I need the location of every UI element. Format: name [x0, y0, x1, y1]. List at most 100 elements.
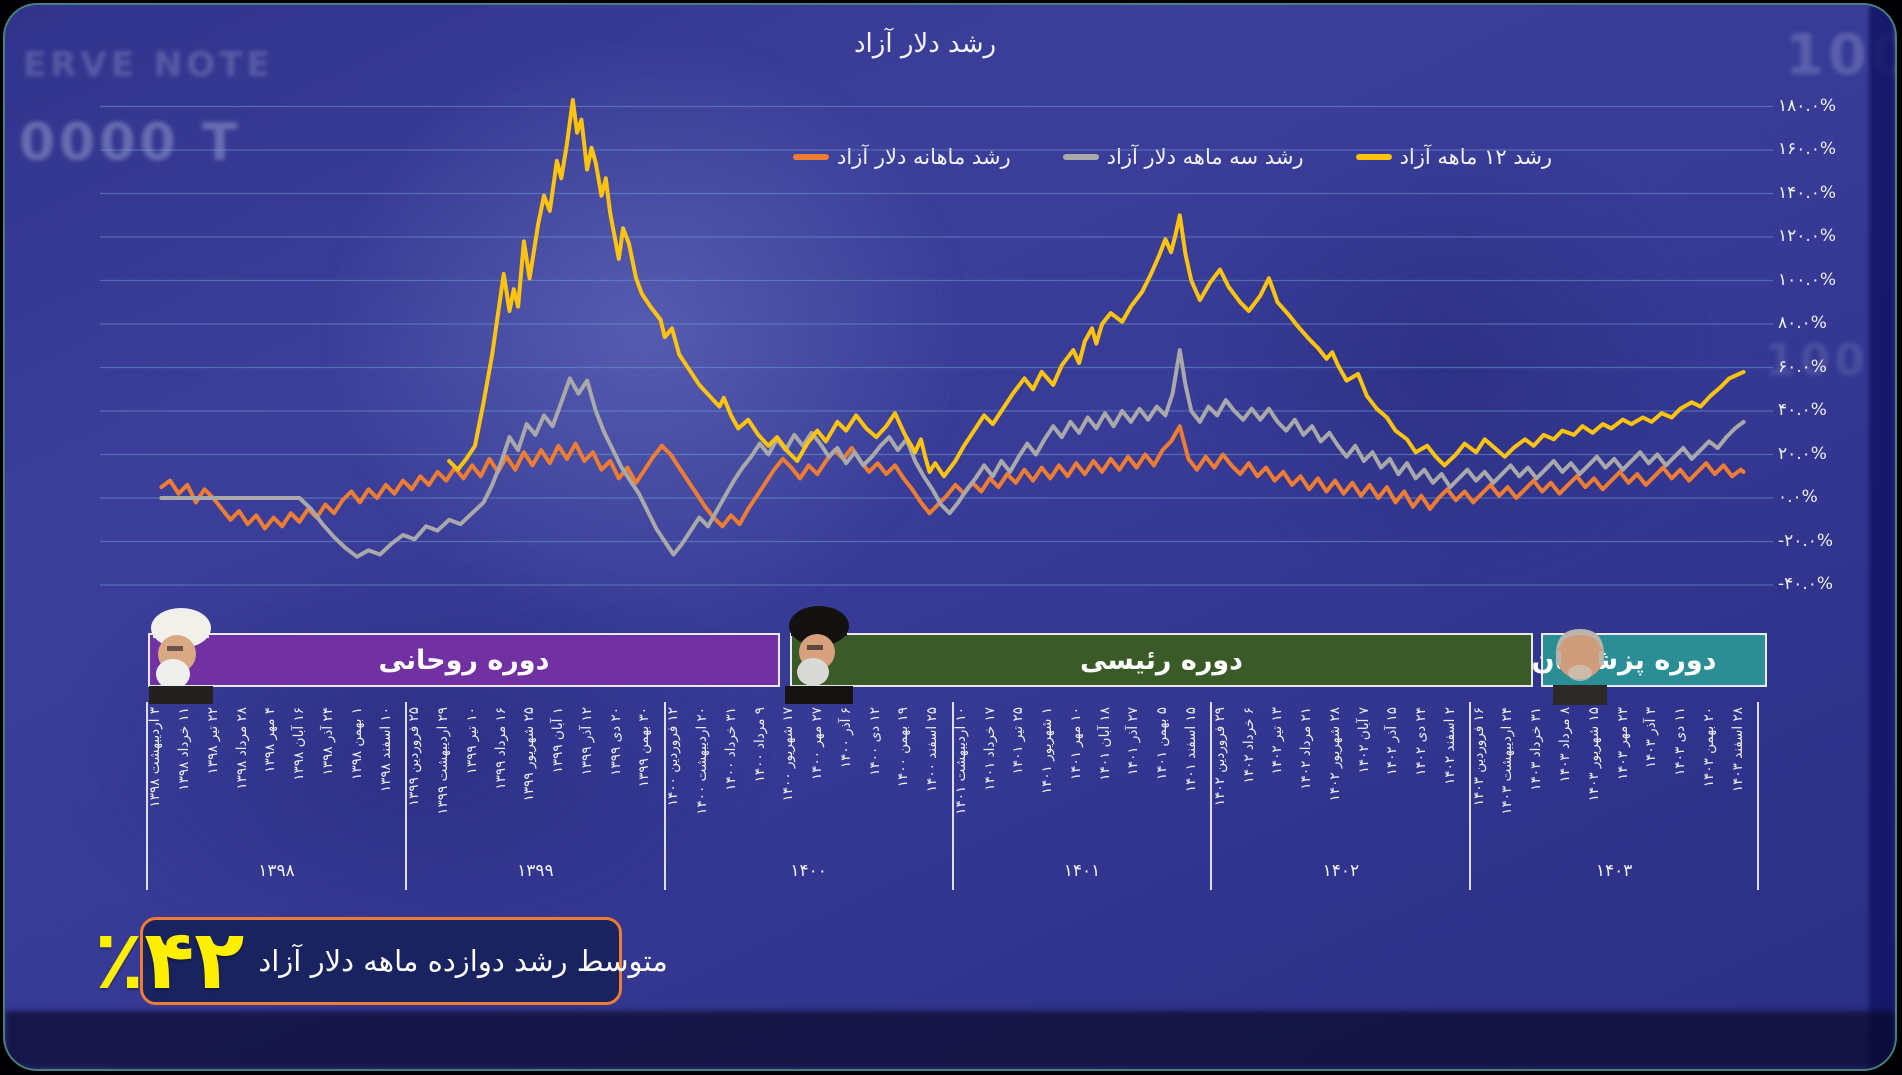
legend-item-monthly: رشد ماهانه دلار آزاد [793, 145, 1011, 169]
average-growth-value: ٪ ۴۲ [94, 920, 244, 1002]
x-tick-label: ۶ خرداد ۱۴۰۲ [1240, 707, 1257, 784]
x-tick-label: ۲۰ دی ۱۳۹۹ [607, 707, 624, 776]
y-tick-label: ۱۰۰.۰% [1778, 269, 1837, 290]
year-separator [1210, 702, 1213, 890]
year-label: ۱۴۰۰ [790, 861, 827, 881]
x-tick-label: ۲۴ آذر ۱۳۹۸ [319, 707, 336, 776]
x-tick-label: ۲۲ تیر ۱۳۹۸ [204, 707, 221, 775]
twelve-month-line-swatch-icon [1355, 154, 1392, 160]
year-separator [404, 702, 407, 890]
x-tick-label: ۲۸ مرداد ۱۳۹۸ [233, 707, 250, 790]
x-tick-label: ۲۹ اردیبهشت ۱۳۹۹ [435, 707, 452, 815]
x-tick-label: ۱۵ اسفند ۱۴۰۱ [1183, 707, 1200, 793]
x-tick-label: ۱۷ خرداد ۱۴۰۱ [981, 707, 998, 791]
x-tick-label: ۱۲ دی ۱۴۰۰ [866, 707, 883, 776]
year-label: ۱۴۰۱ [1063, 861, 1101, 881]
average-growth-badge: متوسط رشد دوازده ماهه دلار آزاد ٪ ۴۲ [94, 917, 668, 1005]
legend-label-monthly: رشد ماهانه دلار آزاد [837, 145, 1011, 169]
year-separator [663, 702, 666, 890]
x-tick-label: ۵ بهمن ۱۴۰۱ [1154, 707, 1171, 780]
x-tick-label: ۱۹ بهمن ۱۴۰۰ [895, 707, 912, 788]
percent-sign: ٪ [94, 913, 145, 1008]
series-line [159, 424, 1746, 531]
x-tick-label: ۹ مرداد ۱۴۰۰ [751, 707, 768, 783]
monthly-line-swatch-icon [793, 154, 829, 160]
x-tick-label: ۱۶ مرداد ۱۳۹۹ [492, 707, 509, 790]
x-tick-label: ۳۱ خرداد ۱۴۰۳ [1528, 707, 1545, 791]
x-tick-label: ۳ اردیبهشت ۱۳۹۸ [147, 707, 164, 808]
x-tick-label: ۳۱ خرداد ۱۴۰۰ [722, 707, 739, 791]
x-tick-label: ۱۶ فروردین ۱۴۰۳ [1470, 707, 1487, 807]
x-tick-label: ۱۳ تیر ۱۴۰۲ [1269, 707, 1286, 775]
year-label: ۱۴۰۲ [1322, 861, 1360, 881]
x-tick-label: ۱ بهمن ۱۳۹۸ [348, 707, 365, 780]
x-tick-label: ۲۵ اسفند ۱۴۰۰ [924, 707, 941, 793]
year-label: ۱۳۹۹ [517, 861, 554, 881]
line-chart-plot [100, 98, 1773, 586]
x-tick-label: ۲۰ اردیبهشت ۱۴۰۰ [693, 707, 710, 815]
y-tick-label: ۲۰.۰% [1778, 443, 1827, 464]
x-tick-label: ۲۳ مهر ۱۴۰۳ [1614, 707, 1631, 781]
average-growth-label: متوسط رشد دوازده ماهه دلار آزاد [258, 944, 668, 978]
legend-label-3month: رشد سه ماهه دلار آزاد [1106, 145, 1304, 169]
y-tick-label: -۲۰.۰% [1778, 530, 1834, 551]
period-label-rouhani: دوره روحانی [378, 644, 550, 676]
x-tick-label: ۱۰ اسفند ۱۳۹۸ [377, 707, 394, 793]
x-tick-label: ۸ مرداد ۱۴۰۳ [1557, 707, 1573, 783]
x-tick-label: ۲۸ اسفند ۱۴۰۳ [1729, 707, 1746, 793]
x-tick-label: ۱۲ آذر ۱۳۹۹ [578, 707, 595, 776]
x-tick-label: ۱۵ شهریور ۱۴۰۳ [1585, 707, 1602, 802]
x-tick-label: ۲۷ آذر ۱۴۰۱ [1125, 707, 1142, 776]
x-tick-label: ۱۱ دی ۱۴۰۳ [1672, 707, 1689, 776]
x-tick-label: ۴ مهر ۱۳۹۸ [262, 707, 279, 773]
series-line [159, 348, 1746, 559]
percent-number: ۴۲ [144, 913, 245, 1008]
x-tick-label: ۲۴ دی ۱۴۰۲ [1413, 707, 1430, 776]
x-tick-label: ۱۲ فروردین ۱۴۰۰ [665, 707, 682, 807]
period-label-raisi: دوره رئیسی [1079, 644, 1243, 676]
legend-item-12month: رشد ۱۲ ماهه آزاد [1355, 145, 1553, 169]
legend-label-12month: رشد ۱۲ ماهه آزاد [1399, 145, 1553, 169]
year-separator [1757, 702, 1759, 890]
chart-title: رشد دلار آزاد [853, 29, 997, 59]
x-tick-label: ۱۵ آذر ۱۴۰۲ [1384, 707, 1401, 776]
chart-legend: رشد ماهانه دلار آزاد رشد سه ماهه دلار آز… [793, 145, 1552, 169]
year-separator [1469, 702, 1472, 890]
x-tick-label: ۳۰ بهمن ۱۳۹۹ [636, 707, 653, 788]
series-line [447, 98, 1746, 479]
y-tick-label: ۱۶۰.۰% [1778, 139, 1837, 159]
period-band-rouhani: دوره روحانی [148, 633, 780, 687]
x-tick-label: ۷ آبان ۱۴۰۲ [1355, 707, 1372, 774]
y-tick-label: ۸۰.۰% [1778, 313, 1827, 333]
legend-item-3month: رشد سه ماهه دلار آزاد [1062, 145, 1304, 169]
x-tick-label: ۳ آذر ۱۴۰۳ [1643, 707, 1660, 769]
y-tick-label: -۴۰.۰% [1778, 574, 1834, 594]
x-tick-label: ۲۴ اردیبهشت ۱۴۰۳ [1499, 707, 1516, 815]
period-band-raisi: دوره رئیسی [790, 633, 1533, 687]
y-tick-label: ۱۴۰.۰% [1778, 182, 1837, 203]
x-tick-label: ۱ آبان ۱۳۹۹ [550, 707, 567, 774]
infographic-frame: ERVE NOTE 0000 T 100 100 رشد دلار آزاد ر… [3, 3, 1897, 1071]
year-label: ۱۳۹۸ [258, 861, 295, 881]
x-tick-label: ۱۷ شهریور ۱۴۰۰ [780, 707, 797, 802]
three-month-line-swatch-icon [1062, 154, 1099, 160]
year-separator [146, 702, 148, 890]
x-tick-label: ۲۵ شهریور ۱۳۹۹ [521, 707, 538, 802]
x-tick-label: ۱۸ آبان ۱۴۰۱ [1096, 707, 1113, 781]
x-tick-label: ۲۷ مهر ۱۴۰۰ [809, 707, 826, 781]
y-tick-label: ۴۰.۰% [1778, 400, 1827, 420]
x-tick-label: ۱۰ مهر ۱۴۰۱ [1067, 707, 1084, 781]
year-separator [951, 702, 954, 890]
x-tick-label: ۱۰ تیر ۱۳۹۹ [463, 707, 480, 775]
y-tick-label: ۶۰.۰% [1778, 356, 1827, 377]
pezeshkian-photo [1553, 629, 1607, 705]
x-tick-label: ۲۵ فروردین ۱۳۹۹ [406, 707, 423, 807]
y-tick-label: ۱۸۰.۰% [1778, 95, 1837, 116]
raisi-photo [785, 606, 853, 704]
x-tick-label: ۲ اسفند ۱۴۰۲ [1441, 707, 1458, 785]
x-tick-label: ۶ آذر ۱۴۰۰ [837, 707, 854, 769]
x-tick-label: ۲۸ شهریور ۱۴۰۲ [1326, 707, 1343, 802]
year-label: ۱۴۰۳ [1595, 861, 1633, 881]
x-tick-label: ۱ شهریور ۱۴۰۱ [1039, 707, 1056, 795]
x-tick-label: ۱۱ خرداد ۱۳۹۸ [176, 707, 193, 791]
